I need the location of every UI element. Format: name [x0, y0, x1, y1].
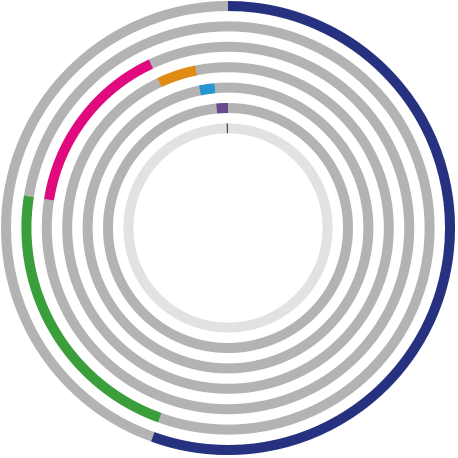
- ring-4-segment-1: [157, 65, 197, 88]
- ring-track-6: [103, 103, 353, 353]
- ring-3-segment-1: [44, 59, 153, 201]
- ring-track-5: [82, 82, 374, 374]
- ring-2-segment-1: [21, 195, 162, 423]
- ring-track-7: [123, 123, 333, 333]
- ring-1-segment-1: [151, 1, 455, 455]
- ring-track-4: [62, 62, 394, 394]
- ring-6-segment-1: [216, 103, 229, 114]
- ring-track-3: [41, 41, 415, 415]
- ring-5-segment-1: [198, 83, 216, 96]
